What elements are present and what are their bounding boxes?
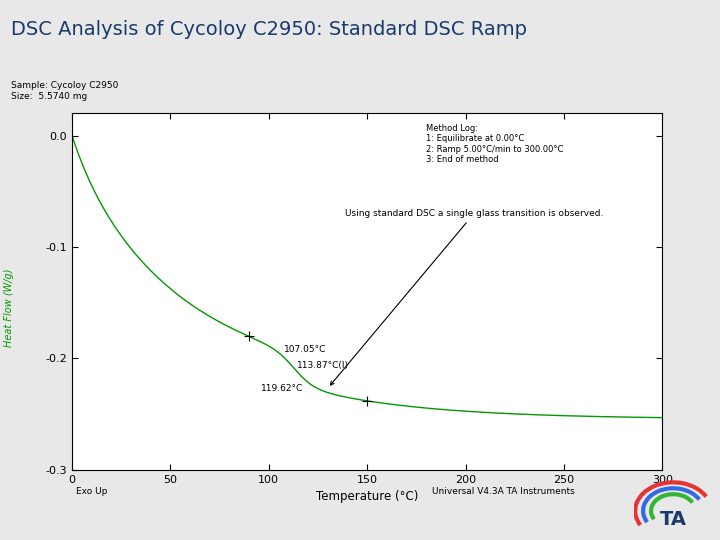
Text: Sample: Cycoloy C2950
Size:  5.5740 mg: Sample: Cycoloy C2950 Size: 5.5740 mg [11, 82, 118, 101]
Text: 119.62°C: 119.62°C [261, 384, 303, 393]
Text: TA: TA [660, 510, 687, 529]
Text: Heat Flow (W/g): Heat Flow (W/g) [4, 268, 14, 347]
X-axis label: Temperature (°C): Temperature (°C) [316, 490, 418, 503]
Text: Using standard DSC a single glass transition is observed.: Using standard DSC a single glass transi… [330, 209, 603, 385]
Text: Method Log:
1: Equilibrate at 0.00°C
2: Ramp 5.00°C/min to 300.00°C
3: End of me: Method Log: 1: Equilibrate at 0.00°C 2: … [426, 124, 564, 164]
Text: 107.05°C: 107.05°C [284, 345, 326, 354]
Text: 113.87°C(I): 113.87°C(I) [297, 361, 349, 370]
Text: DSC Analysis of Cycoloy C2950: Standard DSC Ramp: DSC Analysis of Cycoloy C2950: Standard … [11, 19, 527, 39]
Text: Universal V4.3A TA Instruments: Universal V4.3A TA Instruments [432, 487, 575, 496]
Text: Exo Up: Exo Up [76, 487, 107, 496]
